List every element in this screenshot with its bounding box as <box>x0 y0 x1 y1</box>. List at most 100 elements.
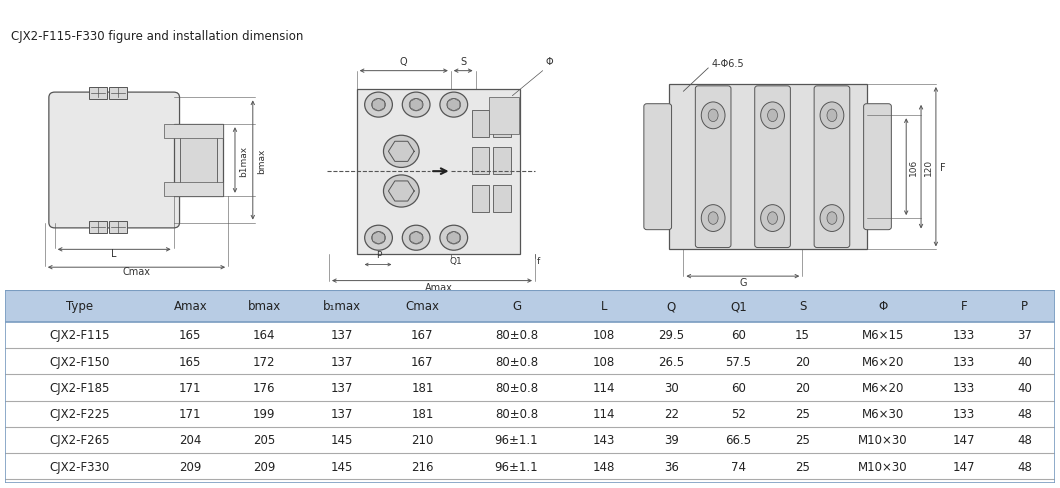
Circle shape <box>372 232 386 244</box>
Text: M6×15: M6×15 <box>862 329 904 342</box>
Text: 80±0.8: 80±0.8 <box>495 355 538 368</box>
Text: Amax: Amax <box>174 300 207 313</box>
Text: 96±1.1: 96±1.1 <box>495 433 538 447</box>
FancyBboxPatch shape <box>643 104 672 230</box>
Text: P: P <box>1021 300 1028 313</box>
FancyBboxPatch shape <box>472 111 490 138</box>
FancyBboxPatch shape <box>472 148 490 175</box>
FancyBboxPatch shape <box>669 85 867 250</box>
Text: CJX2-F330: CJX2-F330 <box>49 460 109 473</box>
Text: 25: 25 <box>795 433 810 447</box>
Text: 40: 40 <box>1017 355 1031 368</box>
Text: 37: 37 <box>1017 329 1031 342</box>
Text: 80±0.8: 80±0.8 <box>495 407 538 420</box>
Text: CJX2-F225: CJX2-F225 <box>49 407 109 420</box>
Circle shape <box>409 99 423 112</box>
Text: 147: 147 <box>953 433 975 447</box>
Text: 210: 210 <box>411 433 434 447</box>
Text: 39: 39 <box>664 433 678 447</box>
FancyBboxPatch shape <box>163 183 223 196</box>
FancyBboxPatch shape <box>357 89 520 254</box>
FancyBboxPatch shape <box>89 87 107 100</box>
Ellipse shape <box>827 110 837 122</box>
Text: Q: Q <box>400 57 407 66</box>
Text: CJX2-F265: CJX2-F265 <box>49 433 109 447</box>
FancyBboxPatch shape <box>864 104 891 230</box>
Text: 20: 20 <box>795 355 810 368</box>
Text: 66.5: 66.5 <box>725 433 752 447</box>
Text: 120: 120 <box>924 159 933 176</box>
Text: 167: 167 <box>411 355 434 368</box>
Text: b₁max: b₁max <box>322 300 360 313</box>
Circle shape <box>384 136 419 168</box>
Text: 48: 48 <box>1017 407 1031 420</box>
Text: 165: 165 <box>179 329 201 342</box>
FancyBboxPatch shape <box>49 93 179 228</box>
Circle shape <box>447 99 461 112</box>
Text: 133: 133 <box>953 355 975 368</box>
Text: S: S <box>460 57 466 66</box>
Text: 80±0.8: 80±0.8 <box>495 381 538 394</box>
Text: 52: 52 <box>731 407 746 420</box>
Text: 199: 199 <box>253 407 276 420</box>
Text: 181: 181 <box>411 407 434 420</box>
Text: 167: 167 <box>411 329 434 342</box>
Text: G: G <box>512 300 522 313</box>
FancyBboxPatch shape <box>755 87 791 248</box>
Text: 176: 176 <box>253 381 276 394</box>
Circle shape <box>365 93 392 118</box>
Text: 108: 108 <box>593 355 615 368</box>
Text: 108: 108 <box>593 329 615 342</box>
Text: 209: 209 <box>179 460 201 473</box>
Text: bmax: bmax <box>248 300 281 313</box>
Text: L: L <box>111 249 117 259</box>
FancyBboxPatch shape <box>814 87 850 248</box>
Text: M10×30: M10×30 <box>859 460 908 473</box>
Text: P: P <box>376 251 382 260</box>
Text: Q: Q <box>667 300 676 313</box>
Text: 40: 40 <box>1017 381 1031 394</box>
Text: f: f <box>536 256 540 265</box>
Text: G: G <box>739 278 746 287</box>
FancyBboxPatch shape <box>163 125 223 139</box>
Text: CJX2-F185: CJX2-F185 <box>49 381 109 394</box>
Text: 57.5: 57.5 <box>725 355 752 368</box>
Text: 29.5: 29.5 <box>658 329 685 342</box>
Circle shape <box>403 93 430 118</box>
Text: 181: 181 <box>411 381 434 394</box>
Circle shape <box>365 226 392 251</box>
Text: Cmax: Cmax <box>405 300 439 313</box>
Text: CJX2-F115-F330 figure and installation dimension: CJX2-F115-F330 figure and installation d… <box>11 30 303 43</box>
Text: M10×30: M10×30 <box>859 433 908 447</box>
Text: 114: 114 <box>593 407 615 420</box>
FancyBboxPatch shape <box>179 137 217 185</box>
Text: 137: 137 <box>331 329 353 342</box>
Text: CJX2-F150: CJX2-F150 <box>49 355 109 368</box>
Text: Cmax: Cmax <box>123 267 151 277</box>
Text: 133: 133 <box>953 381 975 394</box>
Text: 171: 171 <box>179 407 201 420</box>
Text: 137: 137 <box>331 407 353 420</box>
Text: 148: 148 <box>593 460 615 473</box>
Text: 165: 165 <box>179 355 201 368</box>
Text: Type: Type <box>66 300 93 313</box>
Text: 30: 30 <box>664 381 678 394</box>
Text: 164: 164 <box>253 329 276 342</box>
Text: 48: 48 <box>1017 460 1031 473</box>
Text: 143: 143 <box>593 433 615 447</box>
FancyBboxPatch shape <box>695 87 731 248</box>
Text: 22: 22 <box>664 407 678 420</box>
Text: bmax: bmax <box>257 148 266 173</box>
Text: M6×20: M6×20 <box>862 381 904 394</box>
Text: 74: 74 <box>731 460 746 473</box>
Text: 48: 48 <box>1017 433 1031 447</box>
Text: b1max: b1max <box>238 145 248 176</box>
Ellipse shape <box>708 212 718 225</box>
Text: 36: 36 <box>664 460 678 473</box>
Circle shape <box>409 232 423 244</box>
Text: 137: 137 <box>331 355 353 368</box>
FancyBboxPatch shape <box>493 185 511 212</box>
Ellipse shape <box>761 102 784 129</box>
Text: 4-Φ6.5: 4-Φ6.5 <box>711 59 744 69</box>
FancyBboxPatch shape <box>109 221 127 234</box>
